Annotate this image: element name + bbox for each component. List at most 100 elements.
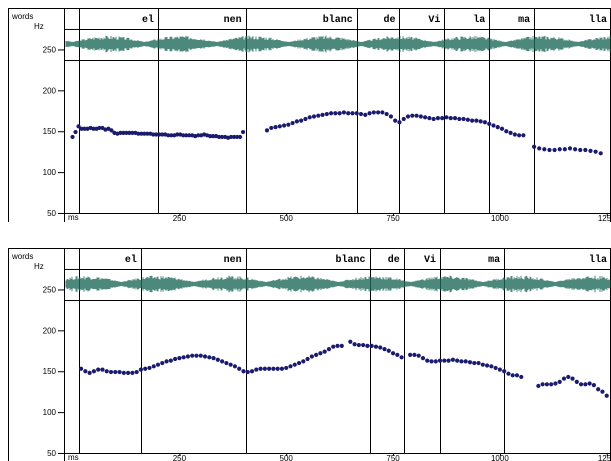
- x-tick-label: 500: [280, 454, 294, 461]
- pitch-point: [557, 379, 562, 384]
- pitch-point: [175, 132, 180, 137]
- word-label: ma: [488, 255, 500, 266]
- pitch-point: [570, 376, 575, 381]
- pitch-point: [442, 358, 447, 363]
- pitch-point: [457, 116, 462, 122]
- pitch-point: [380, 110, 385, 115]
- pitch-point: [271, 366, 276, 371]
- pitch-point: [117, 369, 122, 375]
- pitch-point: [352, 342, 357, 347]
- x-tick-label: 1250: [598, 454, 611, 461]
- pitch-point: [491, 123, 496, 128]
- x-unit-label: ms: [68, 213, 79, 222]
- pitch-point: [480, 362, 485, 367]
- pitch-point: [269, 125, 274, 131]
- pitch-point: [578, 147, 583, 153]
- pitch-point: [303, 116, 308, 122]
- y-unit-label: Hz: [34, 22, 44, 31]
- pitch-point: [241, 369, 246, 374]
- y-tick-label: 50: [47, 449, 56, 458]
- pitch-point: [416, 353, 421, 358]
- pitch-point: [91, 369, 97, 374]
- pitch-point: [557, 147, 562, 152]
- y-tick-label: 100: [43, 408, 57, 417]
- pitch-point: [487, 121, 492, 126]
- pitch-point: [433, 359, 438, 364]
- pitch-point: [444, 115, 449, 120]
- pitch-point: [316, 113, 321, 118]
- pitch-point: [87, 370, 92, 375]
- word-label: el: [142, 14, 154, 26]
- pitch-point: [452, 116, 458, 121]
- pitch-point: [267, 366, 272, 371]
- pitch-point: [435, 116, 441, 121]
- pitch-point: [583, 147, 588, 153]
- pitch-point: [264, 128, 270, 133]
- pitch-point: [155, 362, 161, 367]
- pitch-point: [307, 115, 312, 120]
- pitch-point: [544, 382, 549, 387]
- pitch-point: [275, 366, 280, 371]
- pitch-point: [104, 369, 109, 374]
- pitch-point: [237, 134, 243, 140]
- pitch-point: [425, 358, 430, 363]
- pitch-point: [508, 130, 513, 135]
- pitch-point: [196, 133, 201, 138]
- y-unit-label: Hz: [34, 262, 44, 271]
- pitch-point: [292, 362, 297, 367]
- pitch-point: [78, 366, 84, 371]
- pitch-point: [82, 126, 87, 131]
- word-label: nen: [224, 255, 242, 266]
- pitch-point: [331, 344, 336, 349]
- pitch-point: [437, 358, 443, 363]
- pitch-point: [414, 113, 419, 118]
- pitch-point: [369, 343, 374, 348]
- pitch-point: [324, 111, 329, 117]
- pitch-point: [100, 367, 105, 372]
- pitch-point: [97, 125, 102, 131]
- y-tick-label: 200: [43, 326, 57, 335]
- pitch-point: [373, 344, 379, 349]
- pitch-point: [418, 114, 423, 119]
- pitch-point: [139, 131, 144, 136]
- pitch-point: [130, 130, 135, 135]
- pitch-point: [217, 134, 222, 140]
- pitch-point: [245, 369, 250, 375]
- pitch-point: [574, 379, 579, 384]
- pitch-point: [476, 360, 481, 366]
- pitch-point: [567, 146, 573, 151]
- pitch-point: [497, 367, 502, 372]
- pitch-point: [187, 133, 192, 138]
- words-tier-label: words: [11, 12, 33, 21]
- pitch-point: [573, 147, 578, 152]
- pitch-point: [448, 116, 453, 121]
- pitch-point: [249, 369, 255, 374]
- pitch-point: [184, 133, 189, 138]
- pitch-point: [337, 111, 342, 116]
- pitch-point: [301, 359, 306, 364]
- pitch-point: [299, 118, 304, 123]
- pitch-point: [318, 351, 323, 356]
- pitch-point: [547, 147, 552, 153]
- pitch-point: [552, 147, 557, 153]
- pitch-point: [231, 134, 237, 140]
- pitch-point: [562, 147, 567, 152]
- pitch-point: [346, 111, 351, 116]
- pitch-point: [587, 381, 592, 386]
- pitch-point: [328, 111, 334, 116]
- y-tick-label: 150: [43, 367, 57, 376]
- pitch-point: [333, 111, 338, 116]
- pitch-point: [542, 147, 547, 152]
- pitch-point: [76, 124, 81, 129]
- pitch-point: [495, 125, 500, 130]
- pitch-point: [450, 357, 455, 362]
- y-tick-label: 250: [43, 285, 57, 294]
- pitch-point: [151, 132, 156, 137]
- pitch-point: [166, 133, 171, 138]
- pitch-point: [593, 149, 598, 154]
- pitch-point: [79, 126, 84, 131]
- pitch-point: [461, 116, 466, 122]
- pitch-point: [136, 131, 141, 136]
- y-tick-label: 100: [43, 168, 57, 177]
